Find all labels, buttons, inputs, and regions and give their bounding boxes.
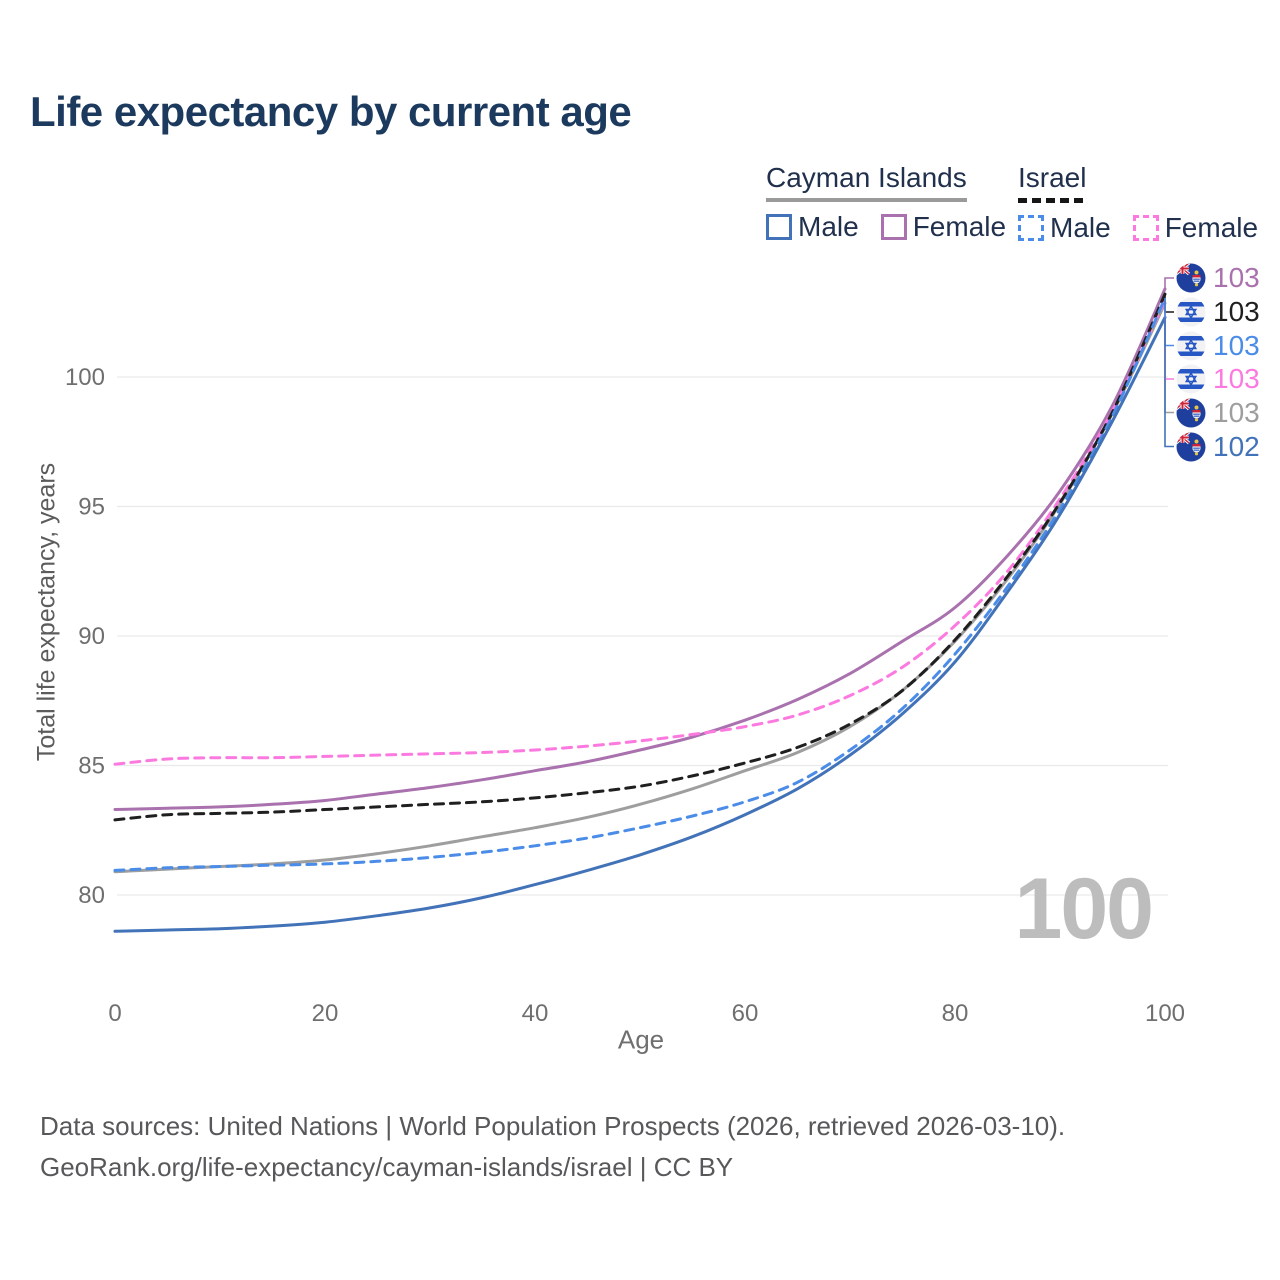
- legend-item-cayman-islands-male: Male: [766, 211, 859, 243]
- legend-item-label: Male: [1050, 212, 1111, 243]
- y-tick-100: 100: [65, 364, 105, 391]
- end-label-connector-israel-male: [1164, 298, 1174, 347]
- end-label-cayman-islands-male: 102: [1176, 431, 1260, 463]
- end-label-value: 102: [1213, 430, 1260, 462]
- x-tick-100: 100: [1145, 1000, 1185, 1027]
- end-label-cayman-islands-female: 103: [1176, 262, 1260, 294]
- legend-country-label: Israel: [1018, 162, 1087, 193]
- legend-swatch-israel-male: [1018, 215, 1044, 241]
- legend-group-israel: Israel Male Female: [1018, 162, 1258, 244]
- cayman-islands-flag-icon: [1176, 263, 1206, 293]
- legend-header: Israel: [1018, 162, 1087, 203]
- legend-item-label: Female: [1164, 212, 1259, 243]
- end-label-connector-cayman-islands-female: [1164, 277, 1174, 289]
- legend-underline-solid: [766, 198, 967, 202]
- legend-items: Male Female: [766, 211, 1006, 243]
- footer-attribution: GeoRank.org/life-expectancy/cayman-islan…: [40, 1152, 734, 1182]
- israel-flag-icon: [1176, 297, 1206, 327]
- end-label-value: 103: [1213, 262, 1260, 293]
- cayman-islands-flag-icon: [1176, 432, 1206, 461]
- legend-swatch-cayman-islands-male: [766, 214, 792, 240]
- y-tick-95: 95: [78, 494, 105, 521]
- legend-swatch-israel-female: [1132, 215, 1159, 241]
- end-label-value: 103: [1213, 396, 1260, 428]
- israel-flag-icon: [1176, 364, 1206, 394]
- end-label-israel-both-sexes: 103: [1176, 296, 1260, 328]
- x-tick-40: 40: [522, 1000, 549, 1027]
- footer: Data sources: United Nations | World Pop…: [40, 1106, 1065, 1188]
- legend-underline-dashed: [1018, 198, 1087, 203]
- end-label-value: 103: [1213, 329, 1260, 361]
- series-line-israel-male: [113, 296, 1167, 872]
- x-tick-0: 0: [108, 1000, 121, 1027]
- legend-item-israel-male: Male: [1018, 212, 1111, 244]
- legend-swatch-cayman-islands-female: [880, 214, 907, 240]
- watermark-age-100: 100: [1015, 861, 1153, 957]
- end-label-value: 103: [1213, 363, 1260, 394]
- y-tick-90: 90: [78, 623, 105, 650]
- end-label-connector-cayman-islands-male: [1164, 317, 1174, 448]
- end-label-connector-cayman-islands-both-sexes: [1164, 303, 1174, 414]
- legend-item-israel-female: Female: [1132, 212, 1259, 244]
- y-axis-title: Total life expectancy, years: [32, 462, 61, 762]
- series-line-israel-female: [113, 299, 1167, 766]
- legend-header: Cayman Islands: [766, 162, 967, 202]
- x-tick-20: 20: [312, 1000, 339, 1027]
- legend-item-label: Male: [798, 211, 859, 242]
- legend-items: Male Female: [1018, 212, 1258, 244]
- legend-item-label: Female: [912, 211, 1007, 242]
- series-line-cayman-islands-male: [113, 315, 1167, 933]
- legend-country-label: Cayman Islands: [766, 162, 967, 193]
- y-tick-85: 85: [78, 753, 105, 780]
- end-label-cayman-islands-both-sexes: 103: [1176, 397, 1260, 429]
- legend-item-cayman-islands-female: Female: [880, 211, 1007, 243]
- end-label-israel-female: 103: [1176, 363, 1260, 395]
- y-tick-80: 80: [78, 882, 105, 909]
- end-label-israel-male: 103: [1176, 330, 1260, 362]
- footer-sources: Data sources: United Nations | World Pop…: [40, 1111, 1066, 1141]
- x-axis-title: Age: [617, 1024, 665, 1055]
- x-tick-60: 60: [732, 1000, 759, 1027]
- end-label-value: 103: [1213, 296, 1260, 327]
- chart-title: Life expectancy by current age: [30, 88, 632, 135]
- series-line-israel-both-sexes: [113, 292, 1167, 822]
- legend-group-cayman-islands: Cayman Islands Male Female: [766, 162, 1006, 243]
- series-line-cayman-islands-female: [113, 287, 1167, 811]
- cayman-islands-flag-icon: [1176, 398, 1206, 427]
- israel-flag-icon: [1176, 331, 1206, 360]
- x-tick-80: 80: [942, 1000, 969, 1027]
